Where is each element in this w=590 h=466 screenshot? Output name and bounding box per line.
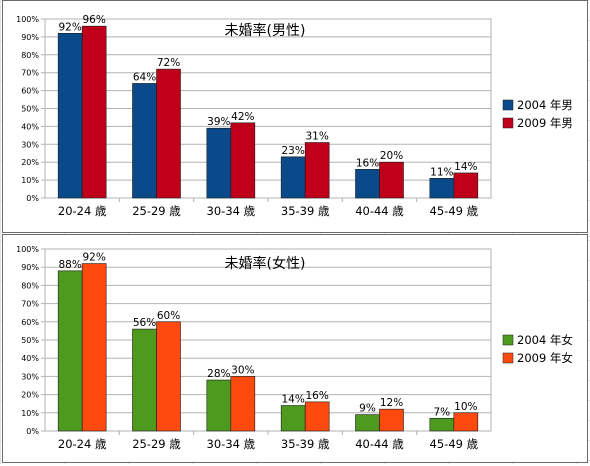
data-label: 30% (231, 364, 254, 376)
data-label: 56% (133, 317, 156, 329)
data-label: 96% (82, 14, 105, 26)
x-tick-label: 45-49 歳 (430, 204, 479, 218)
y-tick-label: 60% (21, 318, 39, 327)
data-label: 12% (380, 397, 403, 409)
y-tick-label: 20% (21, 391, 39, 400)
bar-series-b (81, 263, 107, 432)
bar-series-a (280, 405, 306, 432)
y-tick-label: 90% (21, 263, 39, 272)
chart-female-unmarried-rate: 0% 10% 20% 30% 40% 50% 60% 70% 80% 90% 100% 88%92% 2… (16, 245, 573, 451)
y-tick-label: 100% (16, 15, 39, 24)
y-tick-label: 30% (21, 140, 39, 149)
chart-title: 未婚率(女性) (225, 255, 306, 272)
bar-series-b (81, 25, 107, 199)
chart-panel-male[interactable]: 0% 10% 20% 30% 40% 50% 60% 70% 80% 90% 100% 92% 96% 2… (2, 0, 588, 233)
bar-series-a (57, 270, 83, 432)
data-label: 14% (454, 161, 477, 173)
bar-series-a (355, 414, 380, 432)
x-tick-label: 25-29 歳 (132, 437, 181, 451)
bar-series-b (304, 401, 330, 432)
bar-series-b (230, 376, 256, 432)
y-tick-label: 60% (21, 87, 39, 96)
y-tick-label: 70% (21, 300, 39, 309)
bar-series-a (429, 178, 455, 199)
y-tick-label: 30% (21, 372, 39, 381)
bar-series-b (453, 412, 479, 432)
data-label: 23% (281, 145, 304, 157)
bar-series-a (57, 33, 83, 199)
bar-series-b (230, 122, 256, 199)
legend-swatch (502, 352, 514, 364)
y-tick-label: 80% (21, 51, 39, 60)
bar-series-a (206, 127, 232, 199)
legend-swatch (502, 117, 514, 129)
chart-title: 未婚率(男性) (225, 22, 306, 39)
y-tick-label: 10% (21, 176, 39, 185)
x-tick-label: 25-29 歳 (132, 204, 181, 218)
legend-label: 2009 年男 (517, 116, 573, 130)
y-tick-label: 0% (26, 194, 39, 203)
x-tick-label: 30-34 歳 (207, 204, 256, 218)
y-tick-label: 0% (26, 427, 39, 436)
y-tick-label: 50% (21, 105, 39, 114)
legend-label: 2004 年女 (517, 333, 573, 347)
bar-series-b (453, 172, 479, 199)
bar-series-b (379, 161, 404, 199)
x-tick-label: 20-24 歳 (58, 204, 107, 218)
bar-series-a (132, 328, 157, 432)
data-label: 7% (433, 406, 450, 418)
bar-series-b (379, 408, 404, 432)
y-tick-label: 40% (21, 122, 39, 131)
y-tick-label: 10% (21, 409, 39, 418)
bar-series-a (355, 169, 380, 199)
bar-series-a (280, 156, 306, 199)
y-tick-label: 50% (21, 336, 39, 345)
bar-series-a (206, 379, 232, 432)
data-label: 92% (58, 21, 81, 33)
legend-swatch (502, 99, 514, 111)
data-label: 11% (430, 166, 453, 178)
legend-label: 2009 年女 (517, 351, 573, 365)
data-label: 28% (207, 368, 230, 380)
x-tick-label: 30-34 歳 (207, 437, 256, 451)
data-label: 16% (305, 390, 328, 402)
data-label: 16% (356, 157, 379, 169)
data-label: 20% (380, 150, 403, 162)
data-label: 31% (305, 131, 328, 143)
x-tick-label: 40-44 歳 (355, 437, 404, 451)
data-label: 39% (207, 116, 230, 128)
data-label: 14% (281, 394, 304, 406)
data-label: 72% (157, 57, 180, 69)
y-tick-label: 40% (21, 354, 39, 363)
data-label: 60% (157, 310, 180, 322)
chart-panel-female[interactable]: 0% 10% 20% 30% 40% 50% 60% 70% 80% 90% 100% 88% 92% 2… (2, 234, 588, 463)
bar-series-b (156, 321, 181, 432)
bar-series-a (429, 417, 455, 432)
legend-label: 2004 年男 (517, 98, 573, 112)
x-tick-label: 35-39 歳 (281, 437, 330, 451)
data-label: 9% (359, 403, 376, 415)
data-label: 42% (231, 111, 254, 123)
x-tick-label: 40-44 歳 (355, 204, 404, 218)
data-label: 64% (133, 71, 156, 83)
bar-series-b (304, 142, 330, 199)
data-label: 10% (454, 401, 477, 413)
y-tick-label: 80% (21, 281, 39, 290)
y-tick-label: 90% (21, 33, 39, 42)
x-tick-label: 35-39 歳 (281, 204, 330, 218)
data-label: 88% (58, 259, 81, 271)
y-tick-label: 70% (21, 69, 39, 78)
chart-male-unmarried-rate: 0% 10% 20% 30% 40% 50% 60% 70% 80% 90% 100% 92%96% 2… (16, 14, 573, 218)
y-tick-label: 100% (16, 245, 39, 254)
x-tick-label: 20-24 歳 (58, 437, 107, 451)
bar-series-a (132, 83, 157, 199)
y-tick-label: 20% (21, 158, 39, 167)
bar-series-b (156, 68, 181, 199)
x-tick-label: 45-49 歳 (430, 437, 479, 451)
legend-swatch (502, 334, 514, 346)
data-label: 92% (82, 252, 105, 264)
